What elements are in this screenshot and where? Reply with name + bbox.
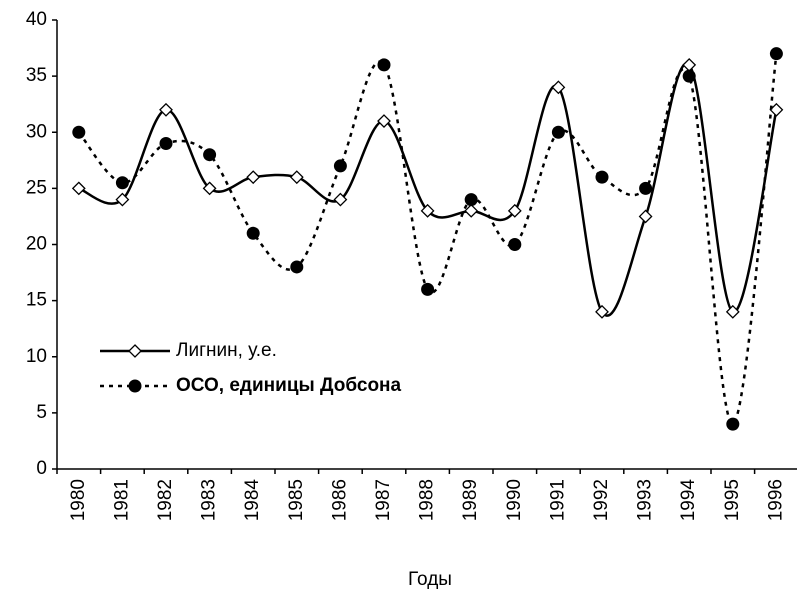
x-tick-label: 1980 [68, 479, 89, 521]
y-tick-label: 10 [26, 346, 47, 367]
data-point [159, 136, 173, 150]
data-point [420, 203, 435, 218]
data-point [551, 125, 565, 139]
legend-marker [128, 379, 142, 393]
legend-label: ОСО, единицы Добсона [176, 375, 402, 396]
data-point [115, 192, 130, 207]
data-point [202, 181, 217, 196]
data-point [595, 170, 609, 184]
y-tick-label: 5 [36, 402, 47, 423]
data-point [682, 69, 696, 83]
data-point [421, 282, 435, 296]
x-tick-label: 1983 [199, 479, 220, 521]
x-tick-label: 1992 [591, 479, 612, 521]
y-tick-label: 25 [26, 177, 47, 198]
data-point [377, 114, 391, 128]
legend-marker [128, 344, 142, 358]
data-point [508, 238, 522, 251]
series-line [78, 62, 778, 317]
data-point [71, 181, 86, 196]
x-tick-label: 1985 [286, 479, 307, 521]
x-axis-label: Годы [408, 569, 452, 590]
x-tick-label: 1993 [635, 479, 656, 521]
data-point [769, 47, 783, 61]
data-point [682, 57, 697, 72]
x-tick-label: 1981 [111, 479, 132, 521]
x-tick-label: 1989 [460, 479, 481, 521]
x-tick-label: 1988 [417, 479, 438, 521]
data-point [115, 176, 129, 190]
legend-label: Лигнин, у.е. [176, 340, 277, 361]
data-point [639, 181, 653, 195]
y-tick-label: 20 [26, 234, 47, 255]
x-tick-label: 1994 [678, 479, 699, 522]
data-point [377, 58, 391, 72]
x-tick-label: 1991 [547, 479, 568, 521]
series-line [77, 53, 778, 426]
data-point [551, 80, 566, 95]
y-tick-label: 40 [26, 9, 47, 30]
data-point [595, 304, 609, 319]
x-tick-label: 1986 [329, 479, 350, 521]
y-tick-label: 35 [26, 65, 47, 86]
x-tick-label: 1990 [504, 479, 525, 521]
data-point [289, 170, 304, 185]
data-point [464, 193, 478, 207]
y-tick-label: 0 [36, 458, 47, 479]
x-tick-label: 1996 [765, 479, 786, 521]
data-point [725, 304, 740, 319]
data-point [72, 125, 86, 139]
x-tick-label: 1984 [242, 479, 263, 522]
data-point [246, 170, 261, 185]
data-point [159, 102, 173, 117]
y-tick-label: 30 [26, 121, 47, 142]
x-tick-label: 1982 [155, 479, 176, 521]
data-point [464, 203, 479, 218]
data-point [203, 148, 217, 162]
data-point [726, 417, 740, 431]
x-tick-label: 1995 [722, 479, 743, 521]
data-point [333, 192, 348, 207]
x-tick-label: 1987 [373, 479, 394, 521]
data-point [246, 226, 260, 240]
data-point [333, 159, 347, 173]
data-point [507, 203, 522, 218]
y-tick-label: 15 [26, 290, 47, 311]
data-point [290, 260, 304, 274]
data-point [638, 209, 653, 224]
